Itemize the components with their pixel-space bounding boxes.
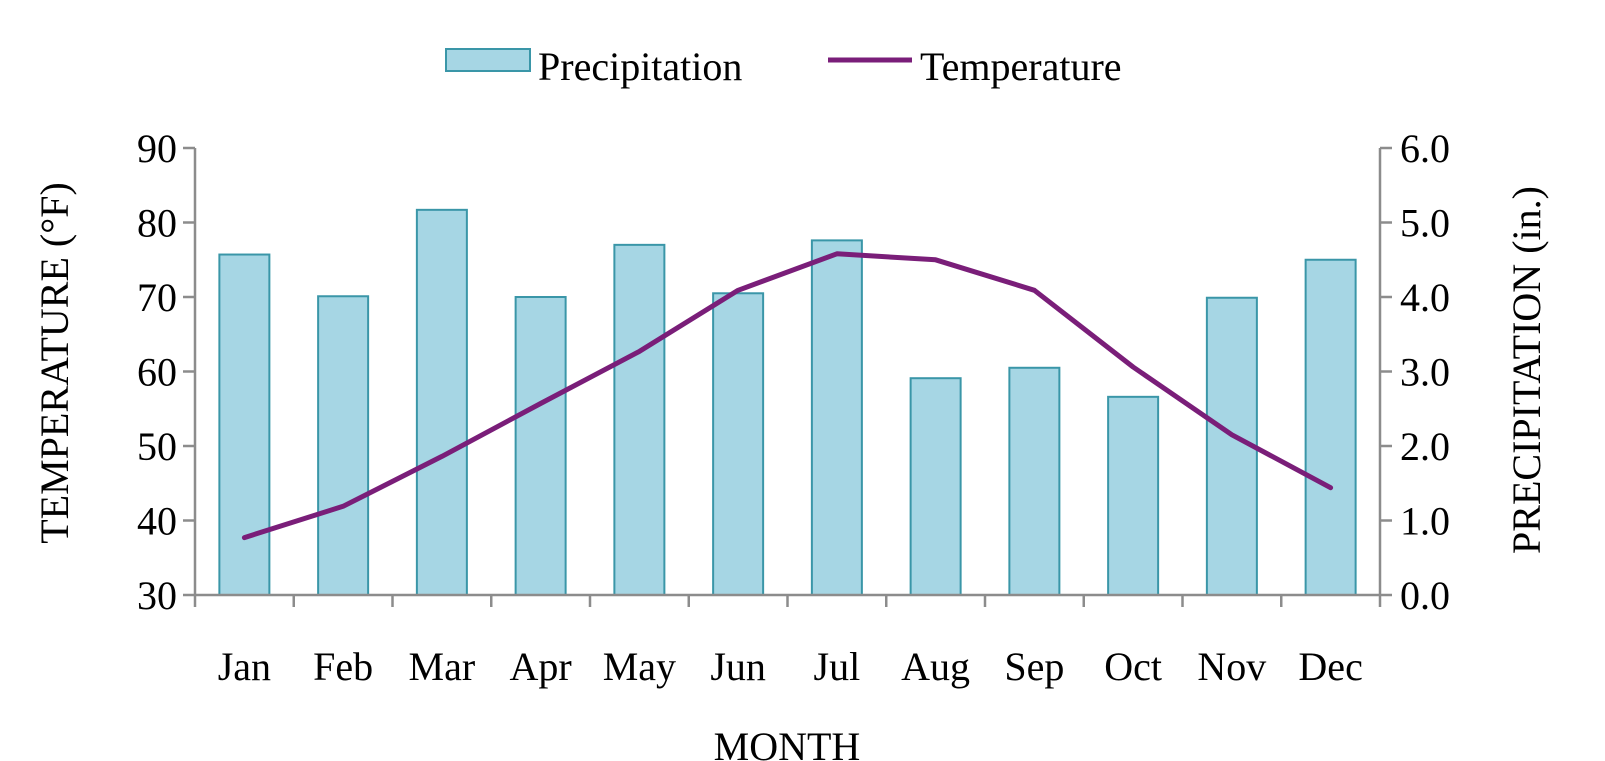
y-tick-label-right: 1.0 [1400, 499, 1450, 544]
axes [183, 146, 1392, 607]
tick-labels: 30 0.0 40 1.0 50 2.0 60 3.0 70 4.0 80 5.0 90 6.0 Jan Fe… [137, 126, 1450, 689]
bar-precipitation-feb [317, 295, 370, 596]
legend-precipitation-swatch [445, 48, 531, 72]
x-tick-label-feb: Feb [313, 644, 373, 689]
y-tick-label-left: 40 [137, 499, 177, 544]
x-tick-label-jul: Jul [814, 644, 861, 689]
bar-precipitation-sep [1008, 366, 1061, 596]
legend-precipitation-label: Precipitation [538, 44, 742, 89]
y-tick-label-right: 0.0 [1400, 573, 1450, 618]
y-tick-label-left: 30 [137, 573, 177, 618]
bar-precipitation-jun [712, 292, 765, 596]
bar-precipitation-oct [1107, 395, 1160, 596]
bar-precipitation-mar [415, 208, 468, 597]
y-tick-label-left: 80 [137, 201, 177, 246]
legend-temperature-label: Temperature [920, 44, 1122, 89]
x-tick-label-may: May [603, 644, 676, 689]
bar-precipitation-jul [810, 239, 863, 596]
temperature-series [241, 251, 1334, 541]
bar-precipitation-dec [1304, 258, 1357, 596]
bar-precipitation-apr [514, 296, 567, 596]
y-tick-label-right: 6.0 [1400, 126, 1450, 171]
x-tick-label-dec: Dec [1298, 644, 1362, 689]
x-tick-label-oct: Oct [1104, 644, 1162, 689]
bar-precipitation-jan [218, 253, 271, 596]
y-tick-label-right: 2.0 [1400, 424, 1450, 469]
y-axis-left-title: TEMPERATURE (°F) [32, 182, 77, 544]
x-tick-label-jun: Jun [710, 644, 766, 689]
x-tick-label-jan: Jan [218, 644, 271, 689]
y-tick-label-right: 3.0 [1400, 350, 1450, 395]
y-tick-label-right: 4.0 [1400, 275, 1450, 320]
y-axis-right-title: PRECIPITATION (in.) [1504, 186, 1549, 554]
x-tick-label-sep: Sep [1004, 644, 1064, 689]
x-axis-title: MONTH [714, 724, 861, 761]
x-tick-label-nov: Nov [1197, 644, 1266, 689]
y-tick-label-left: 50 [137, 424, 177, 469]
temperature-line [241, 251, 1334, 541]
legend: Precipitation Temperature [445, 44, 1122, 89]
y-tick-label-left: 70 [137, 275, 177, 320]
x-tick-label-mar: Mar [409, 644, 476, 689]
x-tick-label-aug: Aug [901, 644, 970, 689]
y-tick-label-left: 60 [137, 350, 177, 395]
bar-precipitation-may [613, 243, 666, 596]
x-tick-label-apr: Apr [510, 644, 572, 689]
y-tick-label-left: 90 [137, 126, 177, 171]
y-tick-label-right: 5.0 [1400, 201, 1450, 246]
bar-precipitation-aug [909, 377, 962, 596]
